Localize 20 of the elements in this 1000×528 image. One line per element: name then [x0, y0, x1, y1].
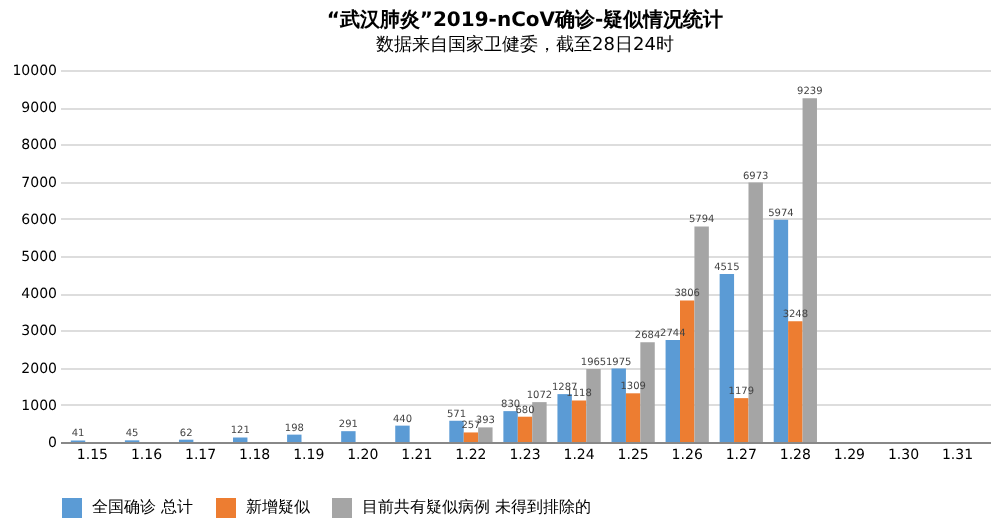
- bar: [532, 402, 547, 442]
- bar: [463, 432, 479, 442]
- bar: [625, 393, 641, 442]
- bar: [478, 427, 493, 442]
- bar: [395, 425, 410, 442]
- bar: [517, 416, 533, 442]
- bar: [734, 398, 749, 442]
- bar: [341, 431, 356, 442]
- bar: [503, 411, 518, 442]
- bar: [287, 434, 302, 442]
- bar: [665, 339, 680, 442]
- chart-subtitle: 数据来自国家卫健委，截至28日24时: [376, 34, 674, 56]
- legend-label: 全国确诊 总计: [92, 498, 194, 516]
- bar: [571, 400, 587, 442]
- legend-label: 目前共有疑似病例 未得到排除的: [362, 498, 592, 516]
- bar: [788, 321, 803, 442]
- chart-title: “武汉肺炎”2019-nCoV确诊-疑似情况统计: [326, 8, 724, 32]
- bar: [449, 420, 464, 442]
- legend-label: 新增疑似: [246, 498, 312, 516]
- bar: [557, 394, 572, 442]
